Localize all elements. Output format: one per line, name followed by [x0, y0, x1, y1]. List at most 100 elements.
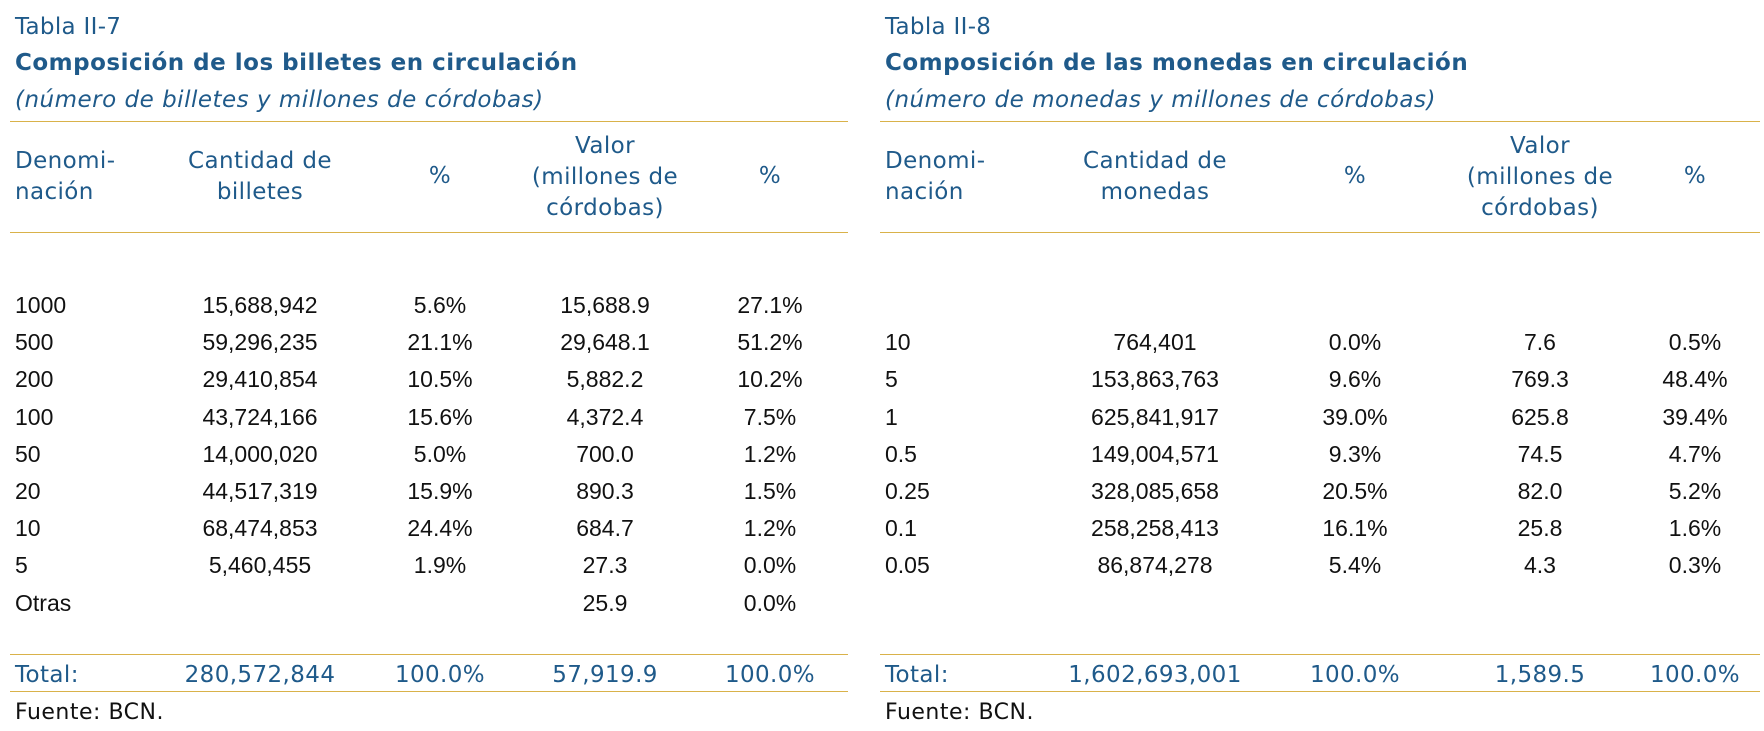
cell-pct1: 24.4%	[407, 515, 473, 542]
cell-pct1: 5.6%	[413, 292, 467, 318]
header-percent-2: %	[758, 163, 782, 189]
cell-qty: 764,401	[1113, 329, 1197, 356]
total-pct1: 100.0%	[1309, 662, 1401, 688]
table-row: 5 5,460,455 1.9% 27.3 0.0%	[10, 549, 848, 586]
cell-denom: 10	[15, 515, 41, 542]
header-percent-1: %	[428, 163, 452, 189]
header-denominacion: Denomi- nación	[885, 148, 986, 205]
table-row: 0.05 86,874,278 5.4% 4.3 0.3%	[880, 549, 1760, 586]
table-row: Otras 25.9 0.0%	[10, 587, 848, 624]
cell-value: 29,648.1	[560, 329, 650, 356]
cell-value: 7.6	[1524, 329, 1556, 356]
cell-value: 74.5	[1517, 440, 1563, 467]
table-row: 100 43,724,166 15.6% 4,372.4 7.5%	[10, 401, 848, 438]
cell-qty: 5,460,455	[208, 552, 312, 579]
cell-denom: 1	[885, 403, 898, 430]
cell-value: 25.9	[582, 589, 628, 616]
header-percent-2: %	[1683, 163, 1707, 189]
table-row: 0.25 328,085,658 20.5% 82.0 5.2%	[880, 475, 1760, 512]
cell-pct2: 7.5%	[743, 403, 797, 430]
source-note: Fuente: BCN.	[885, 700, 1034, 725]
cell-qty: 43,724,166	[202, 403, 318, 430]
cell-pct1: 9.3%	[1328, 440, 1382, 467]
header-percent-1: %	[1343, 163, 1367, 189]
total-row: Total: 1,602,693,001 100.0% 1,589.5 100.…	[880, 659, 1760, 693]
header-denominacion: Denomi- nación	[15, 148, 116, 205]
total-bottom-rule	[880, 691, 1760, 692]
cell-qty: 258,258,413	[1091, 515, 1219, 542]
table-row: 500 59,296,235 21.1% 29,648.1 51.2%	[10, 326, 848, 363]
table-row: 5 153,863,763 9.6% 769.3 48.4%	[880, 363, 1760, 400]
total-pct1: 100.0%	[394, 662, 486, 688]
total-label: Total:	[15, 662, 79, 688]
table-label: Tabla II-7	[15, 14, 122, 40]
total-top-rule	[10, 654, 848, 655]
cell-pct2: 1.6%	[1668, 515, 1722, 542]
cell-value: 5,882.2	[566, 366, 644, 393]
cell-value: 769.3	[1511, 366, 1569, 393]
source-note: Fuente: BCN.	[15, 700, 164, 725]
cell-pct2: 0.3%	[1668, 552, 1722, 579]
cell-denom: 50	[15, 440, 41, 467]
cell-pct1: 16.1%	[1322, 515, 1388, 542]
header-top-rule	[880, 121, 1760, 122]
cell-pct2: 1.5%	[743, 477, 797, 504]
table-row: 10 68,474,853 24.4% 684.7 1.2%	[10, 512, 848, 549]
cell-pct1: 9.6%	[1328, 366, 1382, 393]
cell-value: 27.3	[582, 552, 628, 579]
cell-qty: 68,474,853	[202, 515, 318, 542]
cell-pct2: 0.0%	[743, 589, 797, 616]
table-row: 0.1 258,258,413 16.1% 25.8 1.6%	[880, 512, 1760, 549]
cell-value: 890.3	[576, 477, 634, 504]
cell-pct2: 51.2%	[737, 329, 803, 356]
table-row: 200 29,410,854 10.5% 5,882.2 10.2%	[10, 363, 848, 400]
cell-pct2: 1.2%	[743, 515, 797, 542]
cell-pct1: 10.5%	[407, 366, 473, 393]
total-value: 57,919.9	[552, 662, 658, 688]
cell-value: 82.0	[1517, 477, 1563, 504]
cell-qty: 328,085,658	[1091, 477, 1219, 504]
table-body: 10 764,401 0.0% 7.6 0.5% 5 153,863,763 9…	[880, 289, 1760, 587]
cell-value: 700.0	[576, 440, 634, 467]
cell-pct1: 1.9%	[413, 552, 467, 579]
cell-pct2: 39.4%	[1662, 403, 1728, 430]
cell-pct2: 0.5%	[1668, 329, 1722, 356]
header-valor: Valor (millones de córdobas)	[531, 133, 679, 221]
table-title: Composición de las monedas en circulació…	[885, 50, 1469, 76]
cell-pct2: 27.1%	[737, 292, 803, 318]
total-pct2: 100.0%	[1649, 662, 1741, 688]
cell-pct1: 0.0%	[1328, 329, 1382, 356]
cell-value: 15,688.9	[560, 292, 650, 318]
header-cantidad: Cantidad de monedas	[1083, 148, 1227, 205]
cell-pct1: 15.6%	[407, 403, 473, 430]
cell-qty: 29,410,854	[202, 366, 318, 393]
total-bottom-rule	[10, 691, 848, 692]
cell-pct2: 48.4%	[1662, 366, 1728, 393]
cell-value: 684.7	[576, 515, 634, 542]
table-row: 0.5 149,004,571 9.3% 74.5 4.7%	[880, 438, 1760, 475]
cell-value: 25.8	[1517, 515, 1563, 542]
total-pct2: 100.0%	[724, 662, 816, 688]
cell-denom: 0.25	[885, 477, 930, 504]
cell-value: 625.8	[1511, 403, 1569, 430]
cell-denom: 1000	[15, 292, 67, 318]
header-cantidad: Cantidad de billetes	[188, 148, 332, 205]
cell-denom: 500	[15, 329, 54, 356]
cell-pct2: 0.0%	[743, 552, 797, 579]
table-row	[880, 289, 1760, 326]
cell-qty: 14,000,020	[202, 440, 318, 467]
cell-denom: 0.5	[885, 440, 917, 467]
cell-denom: 0.05	[885, 552, 930, 579]
cell-denom: 100	[15, 403, 54, 430]
cell-pct1: 39.0%	[1322, 403, 1388, 430]
total-qty: 1,602,693,001	[1068, 662, 1242, 688]
table-row: 50 14,000,020 5.0% 700.0 1.2%	[10, 438, 848, 475]
total-top-rule	[880, 654, 1760, 655]
cell-qty: 44,517,319	[202, 477, 318, 504]
total-qty: 280,572,844	[184, 662, 336, 688]
cell-value: 4.3	[1524, 552, 1556, 579]
cell-denom: 200	[15, 366, 54, 393]
cell-pct2: 5.2%	[1668, 477, 1722, 504]
cell-qty: 153,863,763	[1091, 366, 1219, 393]
table-row: 10 764,401 0.0% 7.6 0.5%	[880, 326, 1760, 363]
